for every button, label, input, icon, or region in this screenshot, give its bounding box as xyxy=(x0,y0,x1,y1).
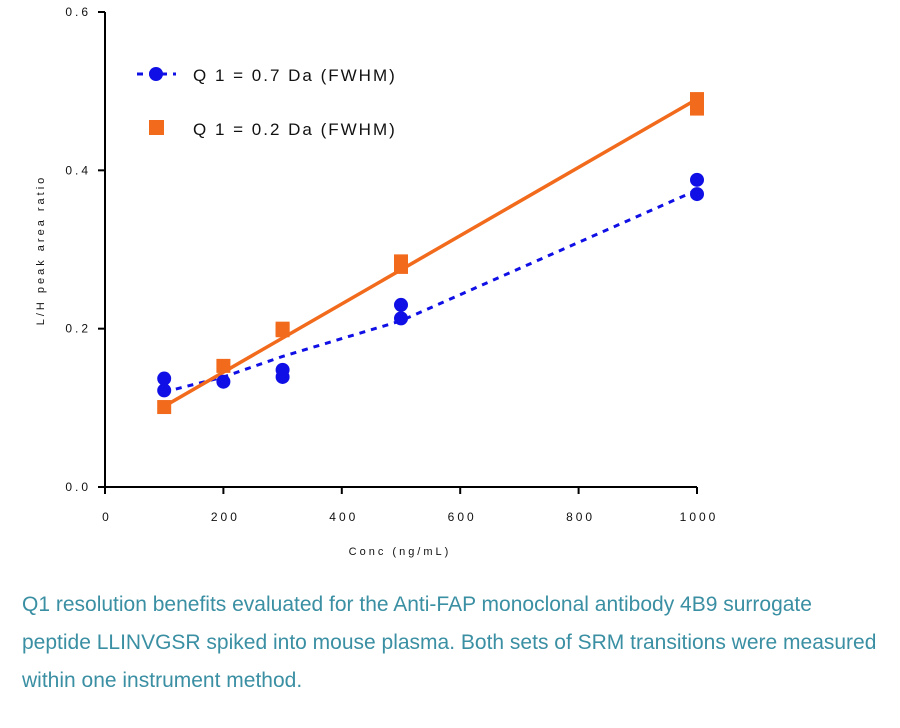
x-tick-label: 0 xyxy=(102,510,112,524)
y-tick-label: 0.4 xyxy=(65,163,91,177)
y-tick-label: 0.6 xyxy=(65,5,91,19)
x-tick-label: 800 xyxy=(566,510,595,524)
data-point-circle xyxy=(394,297,408,312)
fit-line-solid xyxy=(163,97,698,408)
axes: 0 200 400 600 800 1000 0.0 0.2 0.4 0.6 xyxy=(65,5,719,524)
data-point-square xyxy=(216,358,231,373)
data-point-square xyxy=(394,259,408,274)
data-point-square xyxy=(157,400,172,415)
data-point-circle xyxy=(157,371,172,386)
data-point-square xyxy=(690,101,704,116)
data-point-circle xyxy=(216,374,231,389)
data-point-circle xyxy=(157,383,172,398)
legend-swatch-square xyxy=(149,120,164,135)
data-point-square xyxy=(275,323,290,338)
data-point-circle xyxy=(690,172,704,187)
y-tick-label: 0.2 xyxy=(65,322,91,336)
legend-label: Q 1 = 0.2 Da (FWHM) xyxy=(193,120,397,139)
x-tick-label: 400 xyxy=(329,510,358,524)
x-tick-label: 200 xyxy=(211,510,240,524)
x-tick-label: 1000 xyxy=(680,510,719,524)
fit-lines xyxy=(163,97,698,408)
data-point-circle xyxy=(275,369,290,384)
legend: Q 1 = 0.7 Da (FWHM) Q 1 = 0.2 Da (FWHM) xyxy=(137,66,397,139)
data-point-circle xyxy=(690,187,704,202)
legend-label: Q 1 = 0.7 Da (FWHM) xyxy=(193,66,397,85)
y-axis-title: L/H peak area ratio xyxy=(35,175,47,326)
y-tick-label: 0.0 xyxy=(65,480,91,494)
x-tick-label: 600 xyxy=(448,510,477,524)
figure-caption: Q1 resolution benefits evaluated for the… xyxy=(22,593,877,692)
legend-swatch-circle xyxy=(149,67,163,81)
data-point-circle xyxy=(394,311,408,326)
chart: 0 200 400 600 800 1000 0.0 0.2 0.4 0.6 Q 1 = 0.7 … xyxy=(35,5,719,558)
x-axis-title: Conc (ng/mL) xyxy=(349,546,452,558)
data-points xyxy=(157,92,704,415)
